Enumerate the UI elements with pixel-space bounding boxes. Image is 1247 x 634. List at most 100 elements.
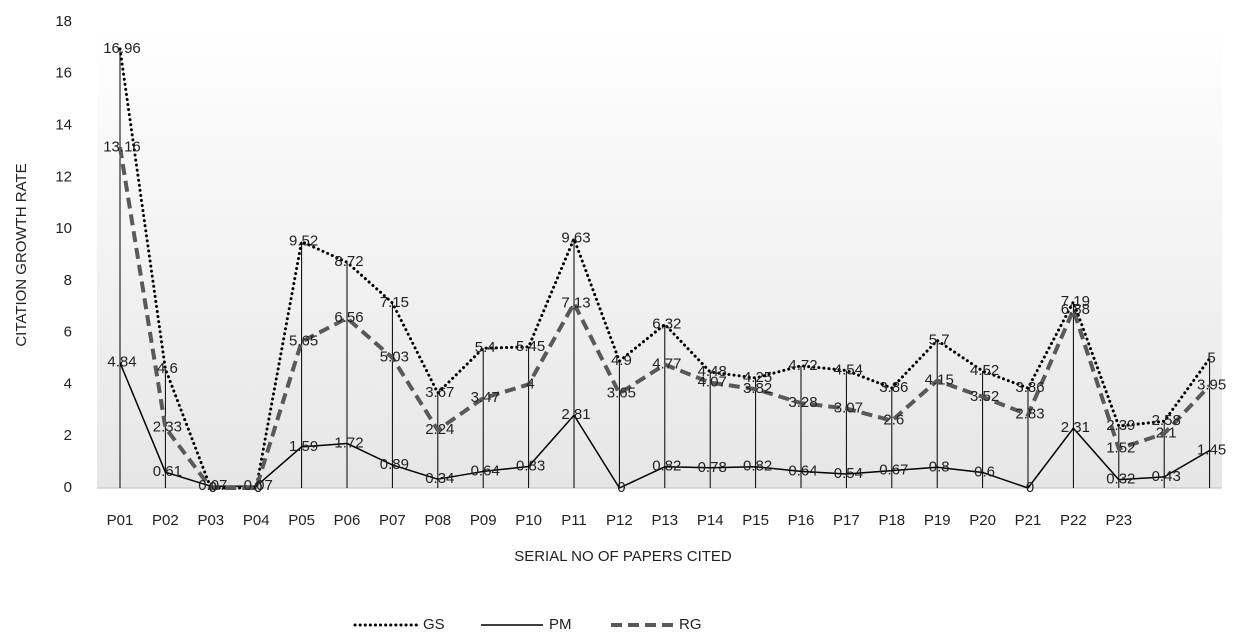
data-label: 1.59 [289, 438, 318, 455]
series-line [118, 47, 1212, 490]
data-label: 0.89 [380, 456, 409, 473]
x-tick-label: P12 [606, 512, 633, 529]
data-label: 0 [209, 479, 217, 496]
data-label: 2.39 [1106, 417, 1135, 434]
x-tick-label: P16 [788, 512, 815, 529]
x-tick-label: P23 [1105, 512, 1132, 529]
data-label: 2.31 [1061, 419, 1090, 436]
data-label: 2.83 [1015, 406, 1044, 423]
data-label: 3.47 [471, 389, 500, 406]
x-tick-label: P09 [470, 512, 497, 529]
data-label: 5.4 [475, 339, 496, 356]
data-label: 0.83 [516, 457, 545, 474]
data-label: 6.88 [1061, 301, 1090, 318]
data-label: 0.67 [879, 462, 908, 479]
data-label: 4.07 [698, 374, 727, 391]
data-label: 0 [209, 479, 217, 496]
y-tick-label: 14 [55, 117, 72, 134]
x-tick-label: P05 [288, 512, 315, 529]
legend-label: RG [679, 616, 702, 633]
data-label: 2.58 [1152, 412, 1181, 429]
data-label: 0 [1026, 479, 1034, 496]
data-label: 2.24 [425, 421, 454, 438]
x-axis-title: SERIAL NO OF PAPERS CITED [514, 548, 732, 565]
data-label: 4.9 [611, 352, 632, 369]
data-label: 0.64 [471, 462, 500, 479]
y-tick-label: 8 [64, 272, 72, 289]
y-tick-label: 6 [64, 324, 72, 341]
data-label: 2.33 [153, 419, 182, 436]
data-label: 13.16 [103, 138, 141, 155]
x-tick-label: P22 [1060, 512, 1087, 529]
data-label: 9.52 [289, 233, 318, 250]
data-label: 5.7 [929, 331, 950, 348]
x-tick-label: P10 [515, 512, 542, 529]
data-label: 4.77 [652, 355, 681, 372]
y-tick-label: 12 [55, 168, 72, 185]
x-tick-label: P14 [697, 512, 724, 529]
data-label: 0.82 [652, 458, 681, 475]
data-label: 0.34 [425, 470, 454, 487]
plot-area [97, 22, 1222, 488]
data-label: 0.78 [698, 459, 727, 476]
data-label: 0 [617, 479, 625, 496]
data-label: 4.54 [834, 361, 863, 378]
x-tick-label: P15 [742, 512, 769, 529]
y-tick-label: 4 [64, 375, 72, 392]
data-label: 2.81 [561, 406, 590, 423]
data-label: 4.6 [157, 360, 178, 377]
data-label: 0.07 [244, 477, 273, 494]
data-label: 3.95 [1197, 377, 1226, 394]
legend-label: GS [423, 616, 445, 633]
y-tick-label: 10 [55, 220, 72, 237]
x-tick-label: P06 [334, 512, 361, 529]
data-label: 0.43 [1152, 468, 1181, 485]
data-label: 4.52 [970, 362, 999, 379]
data-label: 8.72 [334, 253, 363, 270]
data-label: 3.52 [970, 388, 999, 405]
data-label: 0.82 [743, 458, 772, 475]
y-axis-title: CITATION GROWTH RATE [13, 163, 30, 346]
data-label: 4.72 [788, 357, 817, 374]
data-label: 4.84 [107, 354, 136, 371]
data-label: 0.64 [788, 462, 817, 479]
data-label: 4.15 [925, 372, 954, 389]
data-label: 0.54 [834, 465, 863, 482]
data-label: 4 [526, 375, 534, 392]
data-label: 4.48 [698, 363, 727, 380]
x-tick-label: P19 [924, 512, 951, 529]
y-tick-label: 0 [64, 479, 72, 496]
data-label: 3.67 [425, 384, 454, 401]
y-tick-label: 2 [64, 427, 72, 444]
data-label: 6.32 [652, 315, 681, 332]
series-line [119, 362, 1210, 489]
x-tick-label: P13 [651, 512, 678, 529]
data-label: 3.86 [1015, 379, 1044, 396]
data-label: 5.65 [289, 333, 318, 350]
data-label: 16.96 [103, 40, 141, 57]
x-tick-label: P17 [833, 512, 860, 529]
data-label: 5.03 [380, 349, 409, 366]
data-label: 3.82 [743, 380, 772, 397]
data-label: 2.1 [1156, 425, 1177, 442]
x-tick-label: P04 [243, 512, 270, 529]
x-tick-label: P11 [561, 512, 587, 529]
data-label: 7.19 [1061, 293, 1090, 310]
data-label: 7.15 [380, 294, 409, 311]
series-line [118, 146, 1212, 490]
data-label: 0 [254, 479, 262, 496]
legend-label: PM [549, 616, 572, 633]
data-label: 2.6 [883, 412, 904, 429]
data-label: 3.07 [834, 399, 863, 416]
data-label: 3.28 [788, 394, 817, 411]
data-label: 1.45 [1197, 441, 1226, 458]
x-tick-label: P18 [878, 512, 905, 529]
data-label: 5.45 [516, 338, 545, 355]
data-label: 9.63 [561, 230, 590, 247]
y-tick-label: 16 [55, 65, 72, 82]
data-label: 3.65 [607, 384, 636, 401]
x-tick-label: P02 [152, 512, 179, 529]
data-label: 0 [254, 479, 262, 496]
data-label: 0.61 [153, 463, 182, 480]
